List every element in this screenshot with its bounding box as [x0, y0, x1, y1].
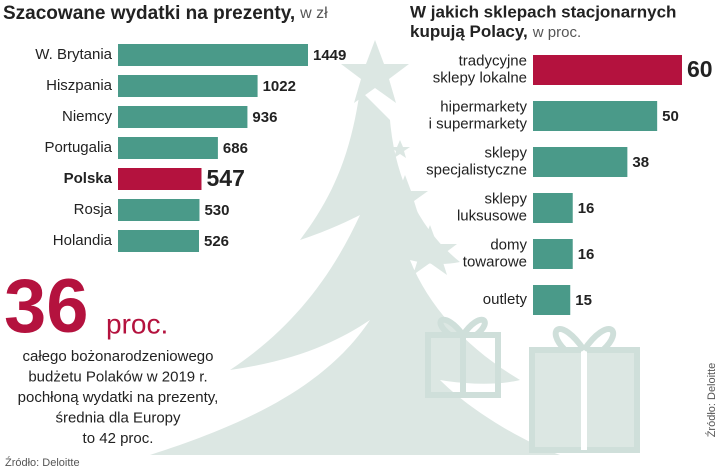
category-label: hipermarkety [440, 98, 527, 115]
star [403, 225, 457, 275]
category-label: sklepy [484, 144, 527, 161]
category-label: sklepy [484, 190, 527, 207]
star [341, 40, 409, 103]
chart-subtitle: w proc. [532, 24, 581, 41]
gifts [425, 316, 640, 453]
bar [118, 106, 248, 128]
highlight-text: budżetu Polaków w 2019 r. [28, 368, 207, 385]
chart-title-line: kupują Polacy, w proc. [410, 22, 581, 41]
highlight-text: średnia dla Europy [55, 409, 181, 426]
category-label: W. Brytania [35, 46, 112, 63]
category-label: Niemcy [62, 108, 113, 125]
bar [118, 75, 258, 97]
bar [118, 168, 202, 190]
bar [118, 199, 200, 221]
value-label: 1449 [313, 47, 346, 64]
source: Źródło: Deloitte [5, 456, 80, 469]
value-label: 530 [204, 202, 229, 219]
bar [118, 137, 218, 159]
category-label: i supermarkety [429, 115, 528, 132]
highlight-text: to 42 proc. [83, 430, 154, 447]
bar [118, 230, 200, 252]
value-label: 526 [204, 233, 229, 250]
star [374, 232, 394, 250]
bar [533, 101, 658, 131]
tree [150, 90, 560, 455]
highlight-text: całego bożonarodzeniowego [23, 348, 214, 365]
bar [118, 44, 308, 66]
star [379, 285, 417, 319]
chart-subtitle: w zł [299, 5, 328, 22]
category-label: sklepy lokalne [433, 69, 527, 86]
chart-title: kupują Polacy, [410, 22, 528, 41]
category-label: domy [490, 236, 527, 253]
gift-bow [552, 326, 617, 353]
value-label: 686 [223, 140, 248, 157]
bar [533, 239, 573, 269]
chart-title-line: Szacowane wydatki na prezenty, w zł [3, 3, 328, 24]
category-label: Holandia [53, 232, 113, 249]
chart-title: Szacowane wydatki na prezenty, [3, 3, 295, 24]
bar [533, 55, 682, 85]
bar [533, 193, 573, 223]
bar [533, 285, 571, 315]
category-label: Rosja [74, 201, 113, 218]
category-label: outlety [483, 291, 528, 308]
value-label: 547 [206, 165, 244, 191]
value-label: 50 [662, 108, 679, 125]
category-label: towarowe [463, 253, 527, 270]
gift-bow [437, 316, 488, 338]
star [382, 175, 428, 217]
value-label: 936 [252, 109, 277, 126]
chart-title: W jakich sklepach stacjonarnych [410, 2, 676, 21]
highlight-unit: proc. [106, 308, 168, 339]
bar [533, 147, 628, 177]
value-label: 16 [578, 246, 595, 263]
value-label: 1022 [263, 78, 296, 95]
highlight-text: pochłoną wydatki na prezenty, [18, 389, 219, 406]
value-label: 15 [575, 292, 592, 309]
value-label: 38 [632, 154, 649, 171]
star [390, 140, 410, 158]
highlight-number: 36 [4, 264, 89, 349]
category-label: specjalistyczne [426, 161, 527, 178]
category-label: Portugalia [44, 139, 112, 156]
value-label: 16 [578, 200, 595, 217]
value-label: 60 [687, 56, 713, 82]
category-label: tradycyjne [459, 52, 527, 69]
tree-decoration [150, 40, 560, 455]
source: Źródło: Deloitte [705, 363, 718, 438]
category-label: luksusowe [457, 207, 527, 224]
category-label: Hiszpania [46, 77, 113, 94]
category-label: Polska [64, 170, 113, 187]
